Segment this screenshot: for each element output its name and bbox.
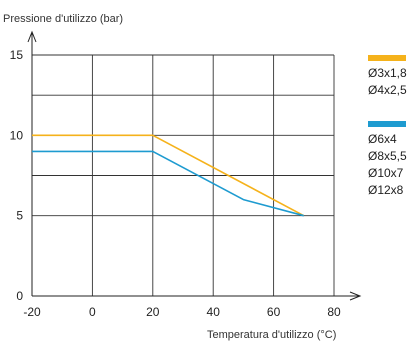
legend-label: Ø6x4: [368, 132, 397, 146]
legend-label: Ø12x8: [368, 183, 404, 197]
axes: [27, 30, 362, 301]
x-axis-label: Temperatura d'utilizzo (°C): [207, 329, 336, 341]
y-axis-label: Pressione d'utilizzo (bar): [3, 13, 123, 25]
x-tick-label: -20: [23, 305, 41, 319]
x-tick-label: 60: [267, 305, 281, 319]
y-axis-arrow: [27, 30, 37, 43]
legend: Ø3x1,8 Ø4x2,5 Ø6x4 Ø8x5,5 Ø10x7 Ø12x8: [368, 55, 407, 197]
series-line-1: [32, 134, 305, 217]
x-tick-label: 40: [207, 305, 221, 319]
legend-label: Ø3x1,8: [368, 66, 407, 80]
legend-swatch-2: [368, 121, 406, 127]
series-lines: [32, 134, 305, 217]
legend-label: Ø4x2,5: [368, 83, 407, 97]
y-tick-label: 0: [16, 289, 23, 303]
y-tick-label: 5: [16, 209, 23, 223]
series-line-2: [32, 150, 305, 217]
legend-label: Ø10x7: [368, 166, 404, 180]
legend-label: Ø8x5,5: [368, 149, 407, 163]
legend-swatch-1: [368, 55, 406, 61]
grid: [32, 54, 335, 296]
x-tick-label: 80: [327, 305, 341, 319]
x-axis-arrow: [349, 291, 362, 301]
x-tick-label: 0: [89, 305, 96, 319]
x-tick-label: 20: [146, 305, 160, 319]
y-tick-label: 10: [10, 128, 24, 142]
y-tick-label: 15: [10, 48, 24, 62]
